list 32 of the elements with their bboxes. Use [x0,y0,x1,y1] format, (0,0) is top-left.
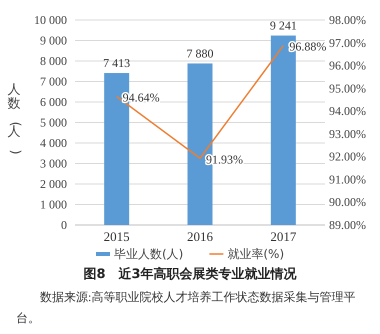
legend-label: 毕业人数(人) [114,247,184,261]
y-tick-label: 2 000 [40,177,67,191]
data-label: 7 880 [186,46,214,60]
y-tick-label: 4 000 [40,136,67,150]
text: 图8 近3年高职会展类专业就业情况 [82,266,298,283]
y2-tick-label: 95.00% [329,81,366,96]
y2-tick-label: 89.00% [329,218,366,232]
y-tick-label: 10 000 [34,13,67,27]
x-tick-label: 2016 [187,229,214,244]
y2-tick-label: 94.00% [329,104,366,118]
y2-tick-label: 97.00% [329,36,366,50]
data-label: 7 413 [103,56,130,70]
y2-tick-label: 98.00% [329,13,366,27]
data-label: 9 241 [270,18,297,33]
y-tick-label: 3 000 [40,156,67,170]
source-note: 数据来源:高等职业院校人才培养工作状态数据采集与管理平台。 [16,289,356,327]
y-tick-label: 7 000 [40,74,67,88]
x-tick-label: 2015 [104,229,130,244]
y-tick-label: 8 000 [40,54,67,68]
y2-tick-label: 90.00% [329,195,366,210]
y2-tick-label: 93.00% [329,126,366,141]
y-axis-title: 人数(人) [7,82,22,155]
y2-tick-label: 92.00% [329,150,366,164]
y2-tick-label: 91.00% [329,172,366,186]
x-tick-label: 2017 [270,229,297,244]
y-tick-label: 9 000 [40,34,67,48]
y-tick-label: 6 000 [40,95,67,109]
y-tick-label: 0 [61,218,67,232]
y-tick-label: 1 000 [40,198,67,212]
y-tick-label: 5 000 [40,116,67,130]
y2-tick-label: 96.00% [329,58,366,73]
legend-label: 就业率(%) [227,247,284,261]
